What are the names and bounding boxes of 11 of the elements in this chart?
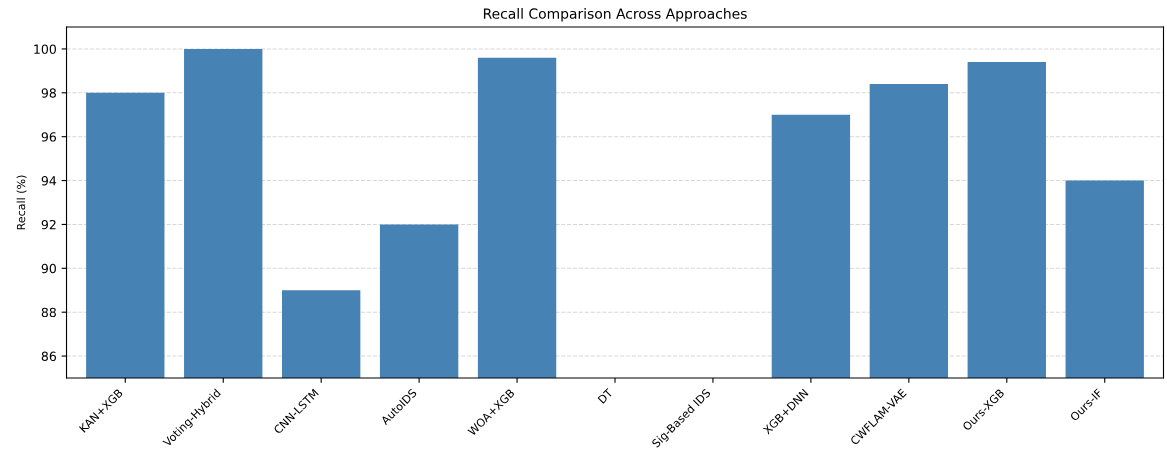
- y-tick-label: 94: [41, 176, 57, 186]
- chart-title: Recall Comparison Across Approaches: [483, 8, 747, 22]
- y-tick-label: 88: [41, 307, 56, 318]
- y-axis-title: Recall (%): [16, 175, 27, 230]
- y-tick-label: 98: [41, 88, 56, 98]
- y-tick-label: 92: [41, 219, 56, 230]
- y-tick-label: 90: [41, 263, 56, 274]
- x-tick-label: DT: [597, 387, 614, 404]
- y-tick-label: 86: [41, 351, 57, 361]
- y-tick-label: 100: [34, 44, 56, 54]
- y-tick-label: 96: [41, 132, 57, 142]
